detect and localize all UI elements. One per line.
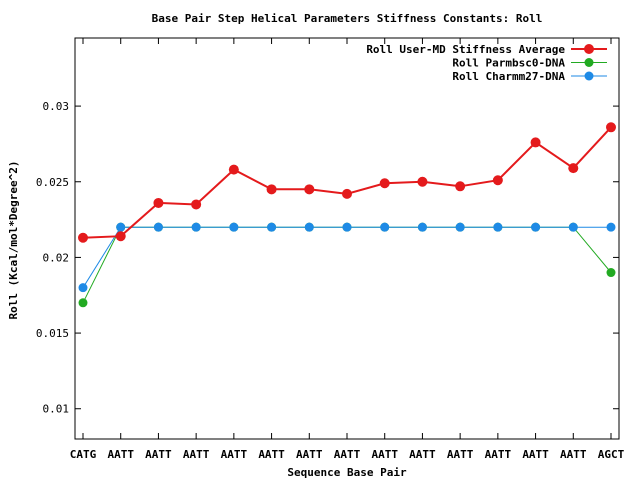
data-point xyxy=(530,137,541,148)
x-tick-label: AGCT xyxy=(598,448,625,461)
data-point xyxy=(417,222,427,232)
x-tick-label: CATG xyxy=(70,448,97,461)
series-line xyxy=(82,226,611,288)
series-charmm27 xyxy=(78,222,616,293)
series-line xyxy=(82,226,612,304)
x-tick-label: AATT xyxy=(107,448,134,461)
data-point xyxy=(115,231,126,242)
x-tick-label: AATT xyxy=(221,448,248,461)
series-layer xyxy=(78,122,616,308)
y-tick-label: 0.01 xyxy=(43,403,70,416)
x-tick-label: AATT xyxy=(258,448,285,461)
x-axis: CATG AATT AATT AATT AATT AATT AATT AATT AATT AATT… xyxy=(70,38,625,461)
series-parmbsc0 xyxy=(78,222,616,308)
data-point xyxy=(78,232,88,243)
plot-frame xyxy=(74,37,620,440)
data-point xyxy=(342,222,352,232)
x-tick-label: AATT xyxy=(183,448,210,461)
x-tick-label: AATT xyxy=(145,448,172,461)
data-point xyxy=(229,222,239,232)
x-tick-label: AATT xyxy=(522,448,549,461)
x-tick-label: AATT xyxy=(334,448,361,461)
y-axis: 0.01 0.015 0.02 0.025 0.03 xyxy=(36,100,619,416)
data-point xyxy=(78,283,88,293)
data-point xyxy=(417,176,428,187)
data-point xyxy=(153,197,164,208)
x-tick-label: AATT xyxy=(409,448,436,461)
legend-swatch-marker xyxy=(584,44,594,54)
legend-swatch-marker xyxy=(584,58,594,67)
legend-label: Roll Charmm27-DNA xyxy=(452,70,565,83)
data-point xyxy=(492,175,503,186)
data-point xyxy=(266,184,277,195)
data-point xyxy=(153,222,163,232)
data-point xyxy=(379,178,390,189)
y-tick-label: 0.025 xyxy=(36,176,69,189)
data-point xyxy=(380,222,390,232)
data-point xyxy=(493,222,503,232)
data-point xyxy=(191,199,202,210)
x-tick-label: AATT xyxy=(485,448,512,461)
data-point xyxy=(606,268,616,278)
data-point xyxy=(304,184,315,195)
data-point xyxy=(606,222,616,232)
data-point xyxy=(191,222,201,232)
data-point xyxy=(78,298,88,308)
y-axis-label: Roll (Kcal/mol*Degree^2) xyxy=(7,161,20,320)
data-point xyxy=(342,188,352,199)
y-tick-label: 0.015 xyxy=(36,327,69,340)
x-tick-label: AATT xyxy=(296,448,323,461)
x-tick-label: AATT xyxy=(447,448,474,461)
chart-title: Base Pair Step Helical Parameters Stiffn… xyxy=(152,12,543,25)
x-axis-label: Sequence Base Pair xyxy=(287,466,407,479)
legend-label: Roll User-MD Stiffness Average xyxy=(366,43,565,56)
data-point xyxy=(228,164,239,175)
data-point xyxy=(606,122,616,133)
legend-swatch-marker xyxy=(584,71,594,81)
data-point xyxy=(267,222,277,232)
data-point xyxy=(568,163,579,174)
legend-label: Roll Parmbsc0-DNA xyxy=(452,57,565,70)
data-point xyxy=(531,222,541,232)
y-tick-label: 0.02 xyxy=(43,251,70,264)
data-point xyxy=(455,181,466,192)
data-point xyxy=(455,222,465,232)
x-tick-label: AATT xyxy=(560,448,587,461)
y-tick-label: 0.03 xyxy=(43,100,70,113)
data-point xyxy=(568,222,578,232)
x-tick-label: AATT xyxy=(371,448,398,461)
data-point xyxy=(116,222,126,232)
data-point xyxy=(304,222,314,232)
series-user-md xyxy=(78,122,616,243)
